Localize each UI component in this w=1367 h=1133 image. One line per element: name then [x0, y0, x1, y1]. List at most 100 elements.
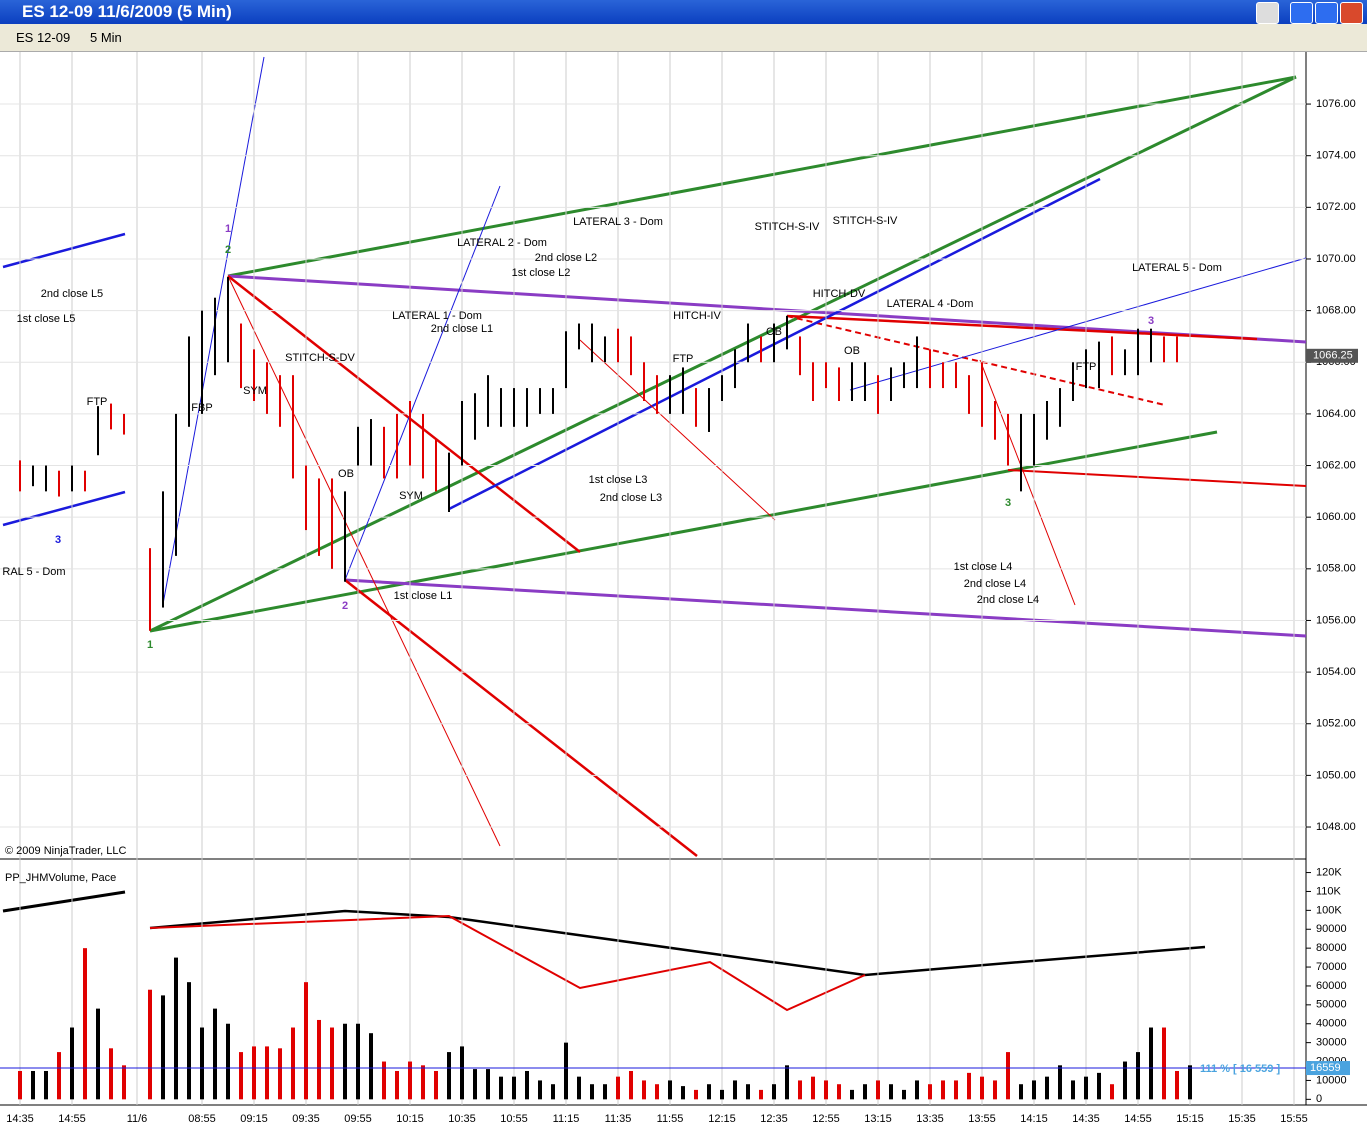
volume-bar — [1045, 1076, 1049, 1100]
volume-bar — [642, 1080, 646, 1100]
maximize-button[interactable] — [1315, 2, 1338, 24]
y-tick-label: 100K — [1316, 904, 1342, 916]
volume-bar — [876, 1080, 880, 1100]
x-tick-label: 10:35 — [448, 1113, 476, 1125]
minimize-button[interactable] — [1290, 2, 1313, 24]
annotation: 1st close L1 — [394, 590, 453, 602]
volume-bar — [512, 1076, 516, 1100]
x-tick-label: 11:55 — [657, 1113, 684, 1125]
y-tick-label: 1072.00 — [1316, 201, 1356, 213]
volume-bar — [1071, 1080, 1075, 1100]
last-price-label: 1066.25 — [1313, 350, 1353, 362]
trend-lines — [2, 56, 1307, 857]
volume-bar — [499, 1076, 503, 1100]
volume-bar — [1136, 1052, 1140, 1100]
y-tick-label: 1068.00 — [1316, 305, 1356, 317]
volume-lines — [2, 890, 1206, 1012]
volume-bar — [915, 1080, 919, 1100]
volume-bar — [265, 1046, 269, 1100]
y-tick-label: 1056.00 — [1316, 614, 1356, 626]
annotation: SYM — [243, 385, 267, 397]
annotation: FTP — [1076, 361, 1097, 373]
annotation: 1st close L2 — [512, 267, 571, 279]
volume-bar — [239, 1052, 243, 1100]
volume-bar — [174, 957, 178, 1100]
annotation: LATERAL 3 - Dom — [573, 216, 663, 228]
volume-bar — [954, 1080, 958, 1100]
toolbar: ES 12-09 5 Min — [0, 24, 1367, 52]
volume-bar — [44, 1070, 48, 1100]
volume-bar — [824, 1080, 828, 1100]
trend-line — [1007, 469, 1307, 487]
volume-bar — [1110, 1084, 1114, 1100]
annotation: 2nd close L5 — [41, 288, 103, 300]
y-tick-label: 1074.00 — [1316, 150, 1356, 162]
annotation: OB — [844, 345, 860, 357]
volume-bar — [694, 1089, 698, 1100]
volume-bar — [811, 1076, 815, 1100]
trend-line — [579, 339, 776, 521]
y-tick-label: 1064.00 — [1316, 408, 1356, 420]
trend-line — [979, 359, 1076, 606]
x-tick-label: 12:15 — [708, 1113, 736, 1125]
y-tick-label: 1054.00 — [1316, 666, 1356, 678]
volume-bar — [577, 1076, 581, 1100]
interval-select[interactable]: 5 Min — [90, 30, 122, 45]
volume-bar — [746, 1084, 750, 1100]
volume-bar — [83, 948, 87, 1100]
annotation: LATERAL 5 - Dom — [1132, 262, 1222, 274]
volume-bar — [122, 1065, 126, 1100]
annotation: LATERAL 4 -Dom — [887, 298, 974, 310]
volume-bar — [317, 1019, 321, 1100]
volume-bar — [395, 1070, 399, 1100]
wave-label: 2 — [342, 600, 348, 612]
annotation: SYM — [399, 490, 423, 502]
annotation: 2nd close L1 — [431, 323, 493, 335]
x-tick-label: 15:55 — [1280, 1113, 1308, 1125]
volume-bar — [785, 1065, 789, 1100]
volume-bar — [148, 989, 152, 1100]
x-tick-label: 09:35 — [292, 1113, 320, 1125]
wave-label: 3 — [1148, 315, 1154, 327]
volume-bar — [564, 1042, 568, 1100]
volume-bar — [655, 1084, 659, 1100]
volume-title: PP_JHMVolume, Pace — [5, 872, 116, 884]
copyright: © 2009 NinjaTrader, LLC — [5, 845, 126, 857]
volume-bar — [863, 1084, 867, 1100]
volume-bar — [421, 1065, 425, 1100]
close-button[interactable] — [1340, 2, 1363, 24]
annotation: 2nd close L4 — [977, 594, 1039, 606]
x-tick-label: 12:35 — [760, 1113, 788, 1125]
annotation: HITCH-DV — [813, 288, 866, 300]
x-tick-label: 08:55 — [188, 1113, 216, 1125]
volume-bar — [668, 1080, 672, 1100]
volume-bar — [356, 1023, 360, 1100]
volume-bar — [902, 1089, 906, 1100]
volume-bar — [161, 995, 165, 1100]
volume-bar — [1097, 1072, 1101, 1100]
volume-bar — [278, 1048, 282, 1100]
y-tick-label: 50000 — [1316, 999, 1347, 1011]
volume-bar — [31, 1070, 35, 1100]
y-tick-label: 110K — [1316, 885, 1342, 897]
annotation: HITCH-IV — [673, 310, 721, 322]
volume-bar — [980, 1076, 984, 1100]
volume-bar — [525, 1070, 529, 1100]
link-button[interactable] — [1256, 2, 1279, 24]
y-tick-label: 90000 — [1316, 923, 1347, 935]
volume-bar — [486, 1069, 490, 1100]
annotation: FTP — [87, 396, 108, 408]
x-tick-label: 09:15 — [240, 1113, 268, 1125]
instrument-select[interactable]: ES 12-09 — [16, 30, 71, 45]
wave-label: 2 — [225, 244, 231, 256]
wave-label: 3 — [55, 534, 61, 546]
y-tick-label: 30000 — [1316, 1037, 1347, 1049]
volume-bar — [18, 1070, 22, 1100]
volume-bar — [616, 1076, 620, 1100]
y-tick-label: 1052.00 — [1316, 718, 1356, 730]
x-tick-label: 09:55 — [344, 1113, 372, 1125]
volume-bar — [382, 1061, 386, 1100]
x-tick-label: 13:35 — [916, 1113, 944, 1125]
annotation: STITCH-S-IV — [755, 221, 820, 233]
